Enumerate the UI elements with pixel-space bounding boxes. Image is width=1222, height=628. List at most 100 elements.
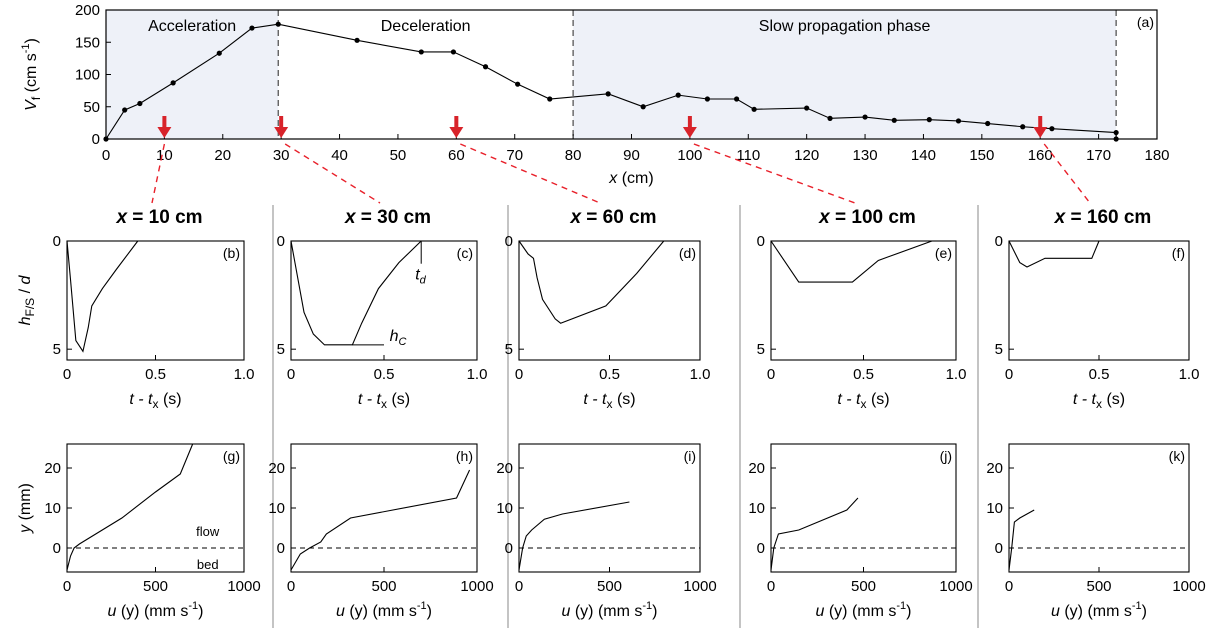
y-tick-label: 20 [496, 460, 513, 477]
data-point [122, 107, 128, 113]
data-point [955, 118, 962, 124]
axes-frame [1008, 240, 1190, 361]
data-point [515, 81, 521, 87]
series-line [66, 443, 194, 571]
x-tick-label: 60 [448, 147, 465, 164]
y-tick-label: 200 [75, 2, 100, 19]
x-tick-label: 1000 [227, 578, 260, 595]
y-tick-label: 0 [53, 233, 61, 250]
y-tick-label: 20 [986, 460, 1003, 477]
data-point [1113, 136, 1119, 142]
x-tick-label: 1.0 [946, 366, 967, 383]
y-tick-label: 10 [44, 500, 61, 517]
x-tick-label: 1000 [683, 578, 716, 595]
panel-a: Acceleration Deceleration Slow propagation… [20, 2, 1170, 187]
x-tick-label: 150 [969, 147, 994, 164]
y-tick-label: 10 [748, 500, 765, 517]
panel-label: (f) [1172, 245, 1185, 261]
arrow-head-1 [274, 127, 289, 138]
data-point [675, 92, 681, 98]
arrow-head-3 [682, 127, 697, 138]
y-tick-label: 10 [986, 500, 1003, 517]
panel-title: x = 60 cm [569, 207, 656, 228]
x-tick-label: 180 [1144, 147, 1169, 164]
y-tick-label: 100 [75, 67, 100, 84]
axes-frame [770, 443, 957, 573]
y-tick-label: 150 [75, 34, 100, 51]
x-tick-label: 130 [853, 147, 878, 164]
axes-frame [518, 443, 701, 573]
phase-label-0: Acceleration [148, 18, 236, 35]
x-axis-label: x (cm) [608, 170, 653, 187]
x-axis-label: u (y) (mm s-1) [562, 600, 658, 620]
series-line [105, 23, 1117, 140]
panel-b: x = 10 cm0 0.5 1.005(b)t - tx (s)hF/S / d [17, 207, 254, 411]
data-point [418, 49, 424, 55]
y-tick-label: 5 [995, 341, 1003, 358]
panel-label: (b) [223, 245, 240, 261]
x-tick-label: 1.0 [1179, 366, 1200, 383]
y-tick-label: 50 [83, 99, 100, 116]
x-tick-label: 0.5 [374, 366, 395, 383]
y-tick-label: 0 [995, 540, 1003, 557]
x-tick-label: 0 [515, 578, 523, 595]
axes-frame [770, 240, 957, 361]
y-axis-label: y (mm) [17, 483, 34, 534]
data-point [734, 96, 740, 102]
y-tick-label: 10 [496, 500, 513, 517]
x-axis-label: t - tx (s) [1073, 391, 1125, 411]
phase-shade-0 [106, 10, 279, 139]
x-tick-label: 140 [911, 147, 936, 164]
data-point [103, 136, 109, 142]
panel-g: 0 500 1000 0 10 20 (g) u (y) (mm s-1) y (mm) flow… [17, 443, 261, 620]
series-line [1008, 509, 1035, 571]
y-tick-label: 5 [53, 341, 61, 358]
x-tick-label: 0 [287, 578, 295, 595]
series-line [290, 469, 471, 571]
data-point [804, 105, 810, 111]
data-point [1020, 124, 1026, 130]
y-tick-label: 20 [44, 460, 61, 477]
series-line [770, 240, 933, 283]
arrow-head-4 [1033, 127, 1048, 138]
x-tick-label: 70 [506, 147, 523, 164]
x-axis-label: u (y) (mm s-1) [336, 600, 432, 620]
x-tick-label: 500 [143, 578, 168, 595]
y-axis-label: hF/S / d [17, 274, 37, 325]
x-tick-label: 0.5 [599, 366, 620, 383]
data-point [605, 91, 611, 97]
x-tick-label: 0 [767, 578, 775, 595]
arrow-head-2 [449, 127, 464, 138]
y-tick-label: 5 [757, 341, 765, 358]
panel-h: 0 500 1000 0 10 20 (h) u (y) (mm s-1) [268, 443, 494, 620]
x-tick-label: 0 [63, 366, 71, 383]
x-axis-label: t - tx (s) [358, 391, 410, 411]
y-tick-label: 0 [995, 233, 1003, 250]
data-point [751, 106, 757, 112]
y-tick-label: 20 [748, 460, 765, 477]
y-tick-label: 0 [505, 233, 513, 250]
data-point [482, 64, 489, 70]
axes-frame [290, 240, 478, 361]
panel-label: (e) [935, 245, 952, 261]
panel-k: 0 500 1000 0 10 20 (k) u (y) (mm s-1) [986, 443, 1206, 620]
connector-line-2 [460, 143, 601, 204]
y-tick-label: 0 [757, 540, 765, 557]
y-tick-label: 10 [268, 500, 285, 517]
data-point [827, 115, 833, 121]
x-tick-label: 1.0 [690, 366, 711, 383]
panel-title: x = 10 cm [115, 207, 202, 228]
panel-label: (d) [679, 245, 696, 261]
x-tick-label: 1.0 [467, 366, 488, 383]
axes-frame [1008, 443, 1190, 573]
x-tick-label: 90 [623, 147, 640, 164]
x-axis-label: u (y) (mm s-1) [108, 600, 204, 620]
data-point [216, 50, 222, 56]
x-tick-label: 0 [102, 147, 110, 164]
x-tick-label: 0 [63, 578, 71, 595]
panel-label: (k) [1169, 448, 1185, 464]
panel-e: x = 100 cm0 0.5 1.005(e)t - tx (s) [757, 207, 967, 411]
hc-label: hC [390, 328, 407, 348]
axes-frame [66, 240, 245, 361]
